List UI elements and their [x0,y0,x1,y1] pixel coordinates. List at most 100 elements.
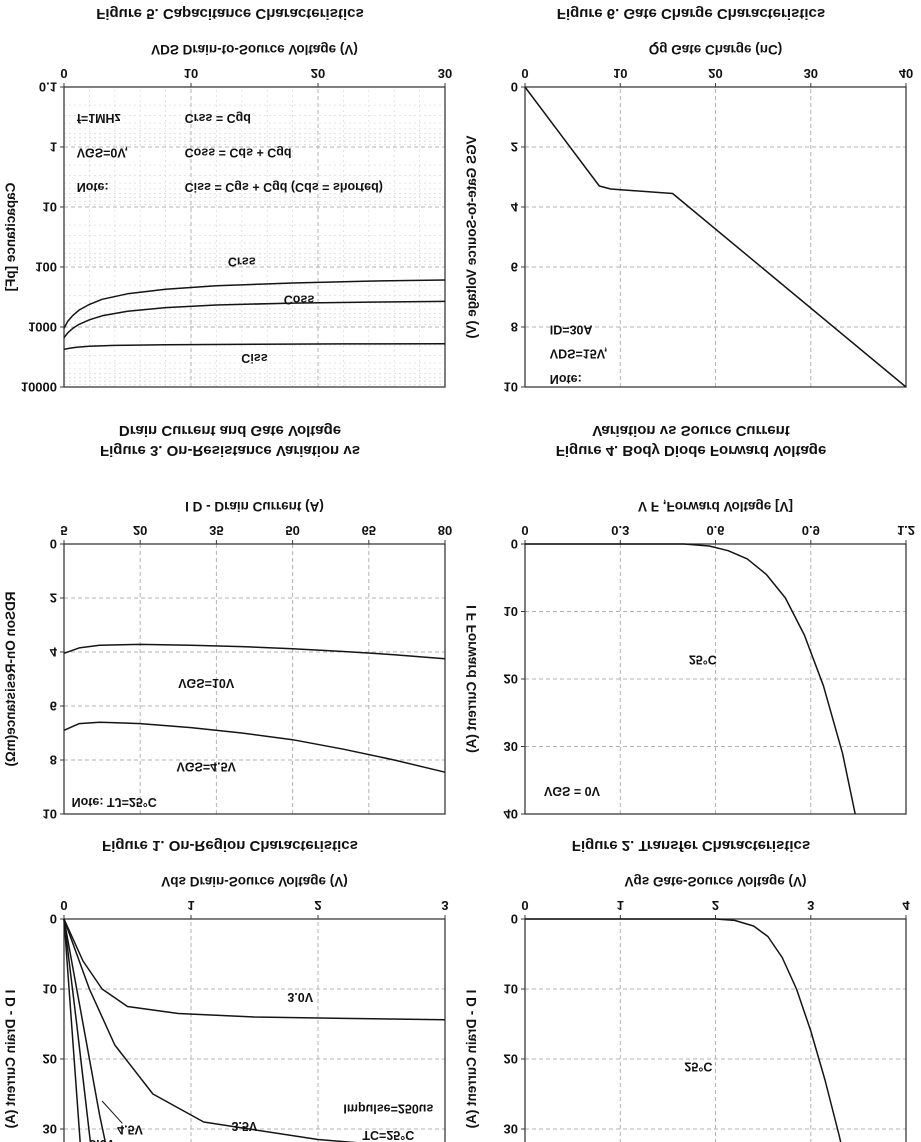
annotation: Note: [550,372,582,386]
y-tick-label: 10 [504,380,518,394]
x-tick-label: 30 [804,66,818,81]
y-axis-title: I D - Drain Current (A) [3,990,18,1129]
x-tick-label: 0.3 [611,523,629,538]
x-tick-label: 50 [285,523,299,538]
figure-2-chart: 01234010203040Vgs Gate-Source Voltage (V… [461,861,921,1142]
x-tick-label: 3 [807,898,814,913]
series-25°C [525,918,855,1142]
x-tick-label: 0 [521,523,528,538]
y-tick-label: 0 [511,80,518,95]
y-tick-label: 20 [504,672,518,687]
series-VGS=10V [63,643,446,660]
series-VGS=3.0V [63,918,446,1021]
annotation: Ciss = Cgs + Cgd (Cds = shorted) [185,180,383,194]
figure-4-caption: Figure 4. Body Diode Forward Voltage Var… [555,422,827,460]
annotation: Impulse=250us [343,1102,433,1116]
y-tick-label: 1000 [28,320,57,335]
y-tick-label: 0 [50,537,57,552]
y-tick-label: 0.1 [39,80,57,95]
annotation: Coss = Cds + Cgd [185,145,292,159]
x-tick-label: 40 [899,66,913,81]
x-tick-label: 10 [613,66,627,81]
y-tick-label: 10 [504,982,518,997]
x-axis-title: Vds Drain-Source Voltage (V) [161,874,348,889]
figure-2-caption: Figure 2. Transfer Characteristics [571,837,811,854]
y-axis-title: Capacitance [pF] [3,183,18,292]
y-tick-label: 8 [50,753,57,768]
figure-6-caption: Figure 6. Gate Charge Characteristics [556,5,826,22]
y-tick-label: 4 [511,200,519,215]
x-tick-label: 20 [133,523,147,538]
fig1-svg: 0123010203040Vds Drain-Source Voltage (V… [3,874,449,1142]
x-tick-label: 2 [712,898,719,913]
series-Coss [63,300,446,339]
fig4-svg: 0 0.3 0.6 0.9 1.2 0 10 20 30 40 V F ,Forward Volta… [464,499,915,821]
x-axis-title: I D - Drain Current (A) [185,499,324,514]
annotation: VGS=0V, [77,145,128,159]
figure-5-capacitance: 0 10 20 30 0.1 1 10 100 1000 10000 VDS Drain-to-So… [0,4,460,393]
x-tick-label: 20 [311,66,325,81]
y-tick-label: 10 [43,200,57,215]
x-tick-label: 0.6 [706,523,724,538]
x-axis-title: V F ,Forward Voltage [V] [638,499,793,514]
x-tick-label: 3 [441,898,448,913]
figure-1-on-region: 0123010203040Vds Drain-Source Voltage (V… [0,836,460,1142]
x-tick-label: 30 [438,66,452,81]
y-tick-label: 30 [504,1122,518,1137]
x-tick-label: 1.2 [897,523,915,538]
figure-5-caption: Figure 5. Capacitance Characteristics [96,5,364,22]
series-VGS=3.5V [63,918,446,1142]
figure-3-caption: Figure 3. On-Resistance Variation vs Dra… [99,422,361,460]
y-tick-label: 2 [50,591,57,606]
y-tick-label: 100 [35,260,57,275]
annotation: 5.0V [89,1137,115,1142]
annotation: f=1MHz [77,111,121,125]
x-tick-label: 65 [362,523,376,538]
annotation: VDS=15V, [550,347,608,361]
series-gate-charge [524,86,907,388]
x-axis-title: Qg Gate Charge (nC) [649,42,783,57]
series-VGS=10V [63,918,86,1142]
series-25°C [525,543,856,815]
series-VGS=4.5V [63,721,446,773]
annotation: TC=25°C [362,1128,414,1142]
figure-4-chart: 0 0.3 0.6 0.9 1.2 0 10 20 30 40 V F ,Forward Volta… [461,486,921,820]
y-tick-label: 6 [511,260,518,275]
x-tick-label: 1 [187,898,194,913]
y-tick-label: 20 [504,1052,518,1067]
figure-2-transfer: 01234010203040Vgs Gate-Source Voltage (V… [461,836,921,1142]
y-tick-label: 40 [504,807,518,821]
series-Crss [63,279,446,329]
figure-3-on-resistance: 5 20 35 50 65 80 0 2 4 6 8 10 I D - Drain Current (A… [0,421,460,821]
y-axis-title: VGS Gate-to-Source Voltage (V) [464,135,479,338]
x-tick-label: 35 [209,523,223,538]
x-tick-label: 0 [521,898,528,913]
annotation: VGS=4.5V [176,760,236,774]
series-Ciss [63,342,446,351]
figure-5-chart: 0 10 20 30 0.1 1 10 100 1000 10000 VDS Drain-to-So… [0,29,460,393]
x-tick-label: 5 [60,523,67,538]
figure-4-body-diode: 0 0.3 0.6 0.9 1.2 0 10 20 30 40 V F ,Forward Volta… [461,421,921,821]
annotation: Crss = Cgd [185,111,251,125]
y-tick-label: 1 [50,140,57,155]
y-tick-label: 20 [43,1052,57,1067]
x-tick-label: 2 [314,898,321,913]
annotation: Note: TJ=25°C [72,795,157,809]
x-axis-title: Vgs Gate-Source Voltage (V) [624,874,806,889]
annotation: Coss [284,293,315,307]
annotation: Note: [77,180,109,194]
y-tick-label: 30 [43,1122,57,1137]
fig3-svg: 5 20 35 50 65 80 0 2 4 6 8 10 I D - Drain Current (A… [3,499,452,820]
plot-area [63,543,446,815]
y-tick-label: 2 [511,140,518,155]
x-tick-label: 1 [617,898,624,913]
annotation: 3.5V [231,1119,257,1133]
annotation: VGS = 0V [544,784,601,798]
y-tick-label: 10 [43,982,57,997]
y-tick-label: 4 [50,645,58,660]
figure-6-chart: 0 10 20 30 40 0 2 4 6 8 10 Qg Gate Charge (nC) VGS G… [461,29,921,393]
x-tick-label: 10 [184,66,198,81]
annotation: 25°C [684,1060,712,1074]
